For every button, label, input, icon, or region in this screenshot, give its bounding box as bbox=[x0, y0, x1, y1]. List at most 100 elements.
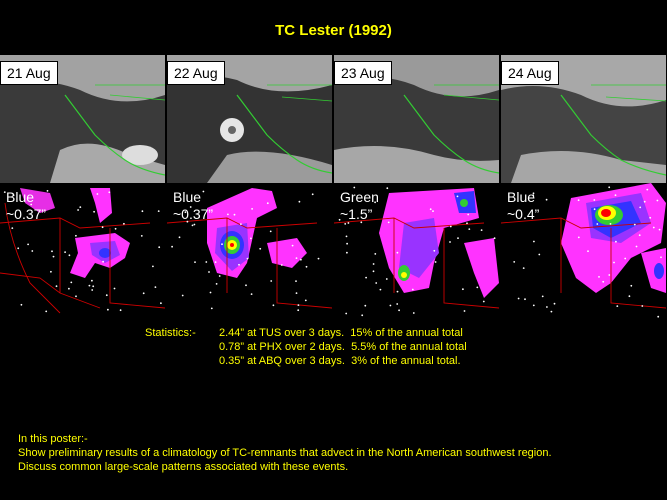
precipitation-map bbox=[334, 186, 499, 317]
station-dot bbox=[214, 261, 217, 263]
statistics-line: 2.44” at TUS over 3 days. 15% of the ann… bbox=[219, 327, 463, 339]
station-dot bbox=[522, 267, 525, 269]
station-dot bbox=[250, 237, 252, 240]
station-dot bbox=[593, 208, 596, 211]
station-dot bbox=[221, 243, 223, 246]
station-dot bbox=[171, 245, 173, 248]
station-dot bbox=[467, 213, 470, 216]
station-dot bbox=[614, 194, 617, 197]
station-dot bbox=[96, 193, 99, 195]
station-dot bbox=[657, 315, 660, 318]
station-dot bbox=[652, 226, 655, 229]
station-dot bbox=[305, 265, 308, 268]
station-dot bbox=[141, 210, 144, 213]
rainfall-label: Blue ~0.4” bbox=[507, 189, 539, 223]
station-dot bbox=[598, 276, 600, 278]
poster-title: TC Lester (1992) bbox=[275, 22, 392, 39]
rainfall-label: Blue ~0.37” bbox=[173, 189, 213, 223]
station-dot bbox=[346, 242, 348, 245]
station-dot bbox=[102, 260, 104, 263]
statistics-heading: Statistics:- bbox=[145, 327, 196, 339]
station-dot bbox=[412, 312, 415, 314]
station-dot bbox=[365, 276, 367, 279]
station-dot bbox=[375, 282, 378, 284]
station-dot bbox=[158, 246, 161, 249]
station-dot bbox=[532, 304, 535, 307]
station-dot bbox=[524, 298, 526, 301]
station-dot bbox=[538, 253, 541, 256]
station-dot bbox=[181, 294, 184, 297]
station-dot bbox=[266, 202, 269, 205]
station-dot bbox=[456, 195, 459, 198]
station-dot bbox=[628, 295, 631, 298]
rainfall-amount: ~0.4” bbox=[507, 206, 540, 222]
station-dot bbox=[396, 251, 399, 254]
station-dot bbox=[468, 228, 471, 230]
station-dot bbox=[88, 284, 91, 287]
station-dot bbox=[297, 304, 300, 306]
station-dot bbox=[449, 225, 452, 228]
station-dot bbox=[608, 186, 611, 189]
station-dot bbox=[304, 299, 307, 302]
station-dot bbox=[386, 187, 389, 190]
station-dot bbox=[31, 250, 34, 252]
station-dot bbox=[186, 220, 189, 223]
station-dot bbox=[246, 257, 249, 260]
station-dot bbox=[587, 250, 589, 253]
rainfall-color: Blue bbox=[173, 189, 202, 205]
station-dot bbox=[361, 314, 364, 317]
station-dot bbox=[658, 228, 661, 231]
station-dot bbox=[75, 234, 77, 237]
station-dot bbox=[360, 221, 363, 224]
station-dot bbox=[52, 255, 55, 258]
station-dot bbox=[635, 245, 638, 248]
rainfall-label: Blue ~0.37” bbox=[6, 189, 46, 223]
station-dot bbox=[91, 279, 93, 282]
station-dot bbox=[613, 261, 615, 264]
station-dot bbox=[227, 213, 229, 216]
statistics-lines: 2.44” at TUS over 3 days. 15% of the ann… bbox=[219, 326, 467, 368]
station-dot bbox=[295, 280, 297, 282]
station-dot bbox=[646, 188, 649, 191]
station-dot bbox=[364, 304, 367, 307]
station-dot bbox=[641, 305, 644, 307]
station-dot bbox=[541, 295, 544, 298]
station-dot bbox=[70, 281, 73, 284]
precip-map-21-aug: Blue ~0.37” bbox=[0, 183, 165, 320]
station-dot bbox=[466, 222, 468, 225]
poster-line: Discuss common large-scale patterns asso… bbox=[18, 461, 349, 473]
station-dot bbox=[550, 310, 553, 313]
station-dot bbox=[93, 210, 95, 213]
station-dot bbox=[624, 257, 627, 260]
station-dot bbox=[532, 192, 535, 195]
satellite-image-23-aug: 23 Aug bbox=[334, 55, 499, 183]
station-dot bbox=[593, 199, 596, 201]
station-dot bbox=[77, 209, 79, 211]
station-dot bbox=[649, 216, 652, 219]
station-dot bbox=[546, 306, 548, 308]
station-dot bbox=[119, 309, 122, 312]
station-dot bbox=[189, 206, 192, 208]
station-dot bbox=[317, 257, 320, 260]
station-dot bbox=[457, 237, 459, 239]
precip-map-24-aug: Blue ~0.4” bbox=[501, 183, 666, 320]
station-dot bbox=[3, 191, 6, 193]
station-dot bbox=[609, 223, 612, 225]
station-dot bbox=[92, 285, 95, 288]
statistics-line: 0.35” at ABQ over 3 days. 3% of the annu… bbox=[219, 355, 461, 367]
station-dot bbox=[205, 261, 208, 263]
station-dot bbox=[374, 201, 376, 204]
station-dot bbox=[482, 300, 485, 303]
station-dot bbox=[295, 292, 298, 294]
station-dot bbox=[372, 270, 375, 273]
rainfall-amount: ~1.5” bbox=[340, 206, 373, 222]
precipitation-map bbox=[501, 183, 666, 318]
satellite-imagery bbox=[0, 55, 165, 183]
station-dot bbox=[269, 230, 272, 233]
station-dot bbox=[462, 288, 464, 291]
station-dot bbox=[532, 194, 535, 197]
station-dot bbox=[347, 222, 350, 224]
date-label: 22 Aug bbox=[167, 61, 225, 85]
station-dot bbox=[389, 304, 392, 307]
station-dot bbox=[154, 286, 157, 288]
